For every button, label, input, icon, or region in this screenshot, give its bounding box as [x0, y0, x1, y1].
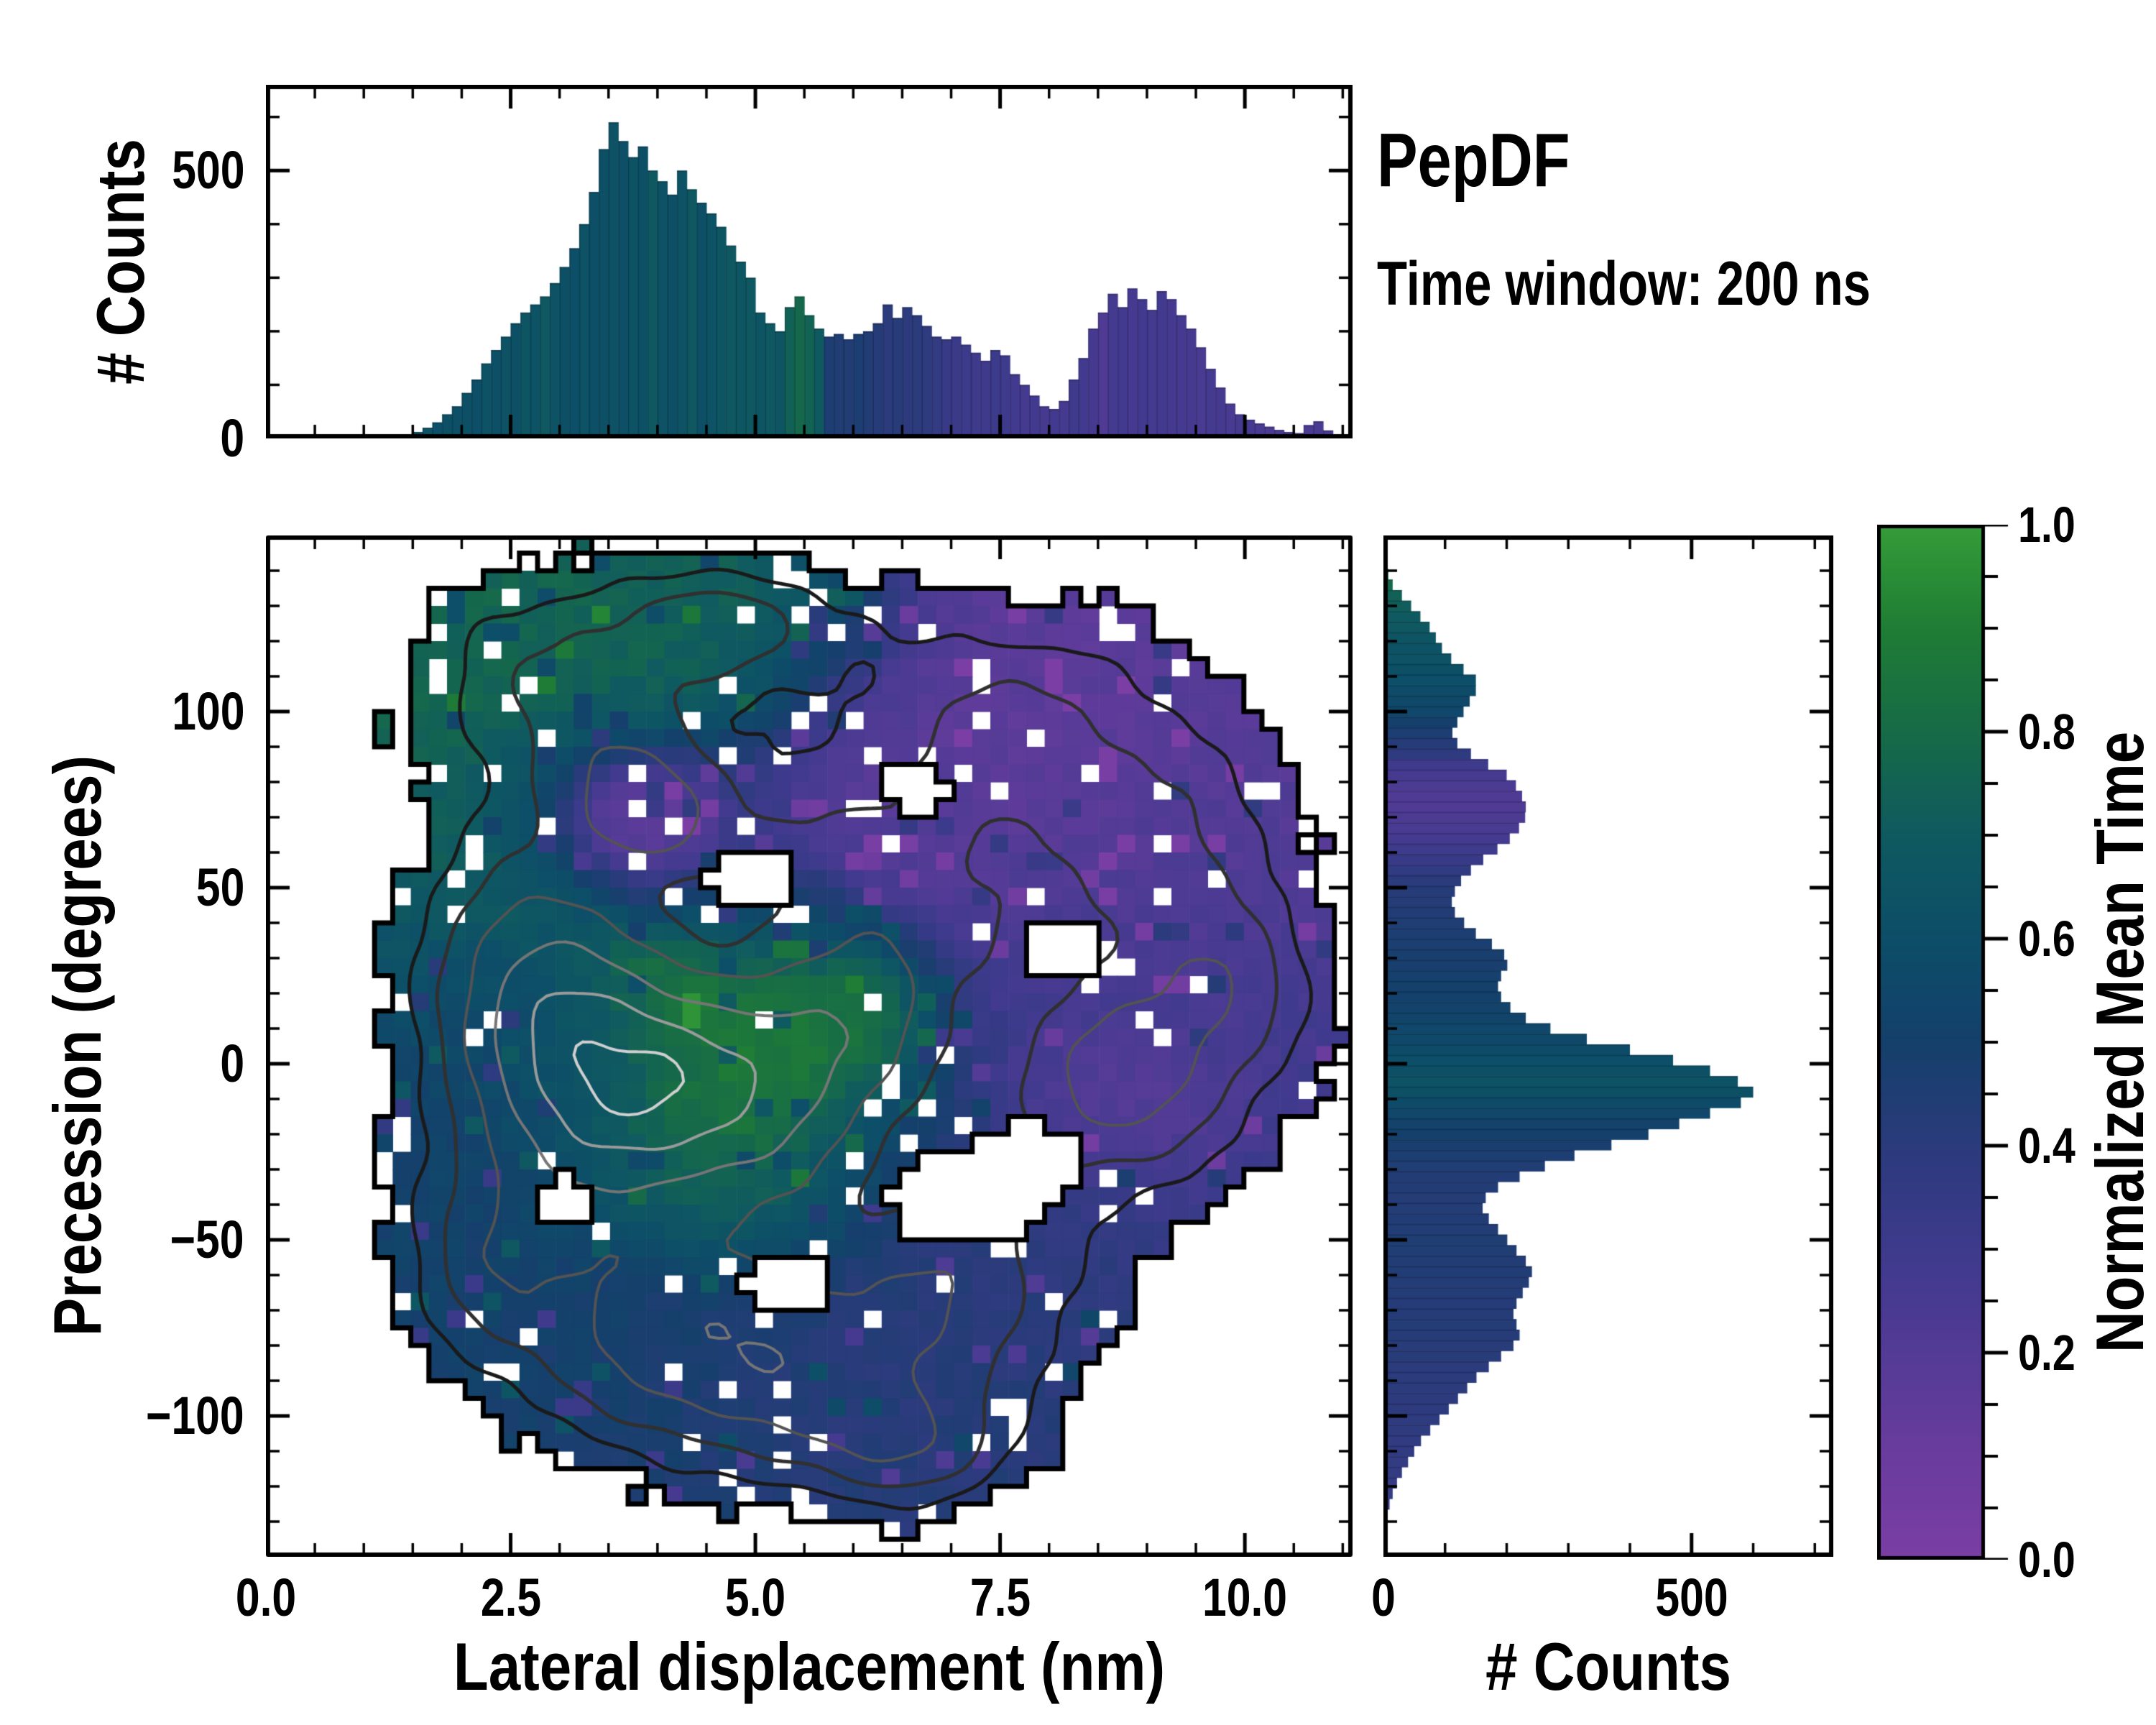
main-x-tick-label-3: 7.5 [969, 1568, 1031, 1627]
main-x-tick-label-0: 0.0 [235, 1568, 297, 1627]
main-y-tick-label-0: 100 [171, 681, 244, 741]
colorbar-tick-label-5: 1.0 [2018, 497, 2076, 553]
main-y-tick-label-1: 50 [195, 857, 244, 917]
top-hist-y-tick-label-0: 0 [220, 408, 244, 468]
main-y-tick-label-2: 0 [220, 1034, 244, 1093]
colorbar-tick-label-2: 0.4 [2018, 1118, 2076, 1174]
right-hist-x-tick-label-0: 0 [1371, 1568, 1396, 1627]
main-xlabel: Lateral displacement (nm) [453, 1629, 1166, 1704]
colorbar-canvas [1877, 525, 2021, 1560]
colorbar-label: Normalized Mean Time [2082, 731, 2156, 1353]
colorbar-tick-label-3: 0.6 [2018, 911, 2076, 967]
right-histogram-canvas [1383, 535, 1833, 1557]
right-hist-xlabel: # Counts [1485, 1629, 1731, 1704]
main-y-tick-label-3: −50 [170, 1210, 244, 1269]
page-subtitle: Time window: 200 ns [1377, 249, 1871, 318]
page-title: PepDF [1377, 118, 1570, 203]
main-x-tick-label-4: 10.0 [1202, 1568, 1288, 1627]
right-hist-x-tick-label-1: 500 [1655, 1568, 1728, 1627]
main-y-tick-label-4: −100 [146, 1386, 244, 1445]
colorbar-tick-label-4: 0.8 [2018, 704, 2076, 760]
top-hist-y-tick-label-1: 500 [171, 140, 244, 201]
main-ylabel: Precession (degrees) [40, 755, 115, 1337]
colorbar-tick-label-0: 0.0 [2018, 1532, 2076, 1588]
main-heatmap-canvas [266, 535, 1353, 1557]
top-histogram-canvas [266, 85, 1353, 438]
top-hist-ylabel: # Counts [83, 139, 158, 385]
colorbar-tick-label-1: 0.2 [2018, 1325, 2076, 1381]
main-x-tick-label-1: 2.5 [480, 1568, 541, 1627]
main-x-tick-label-2: 5.0 [724, 1568, 786, 1627]
